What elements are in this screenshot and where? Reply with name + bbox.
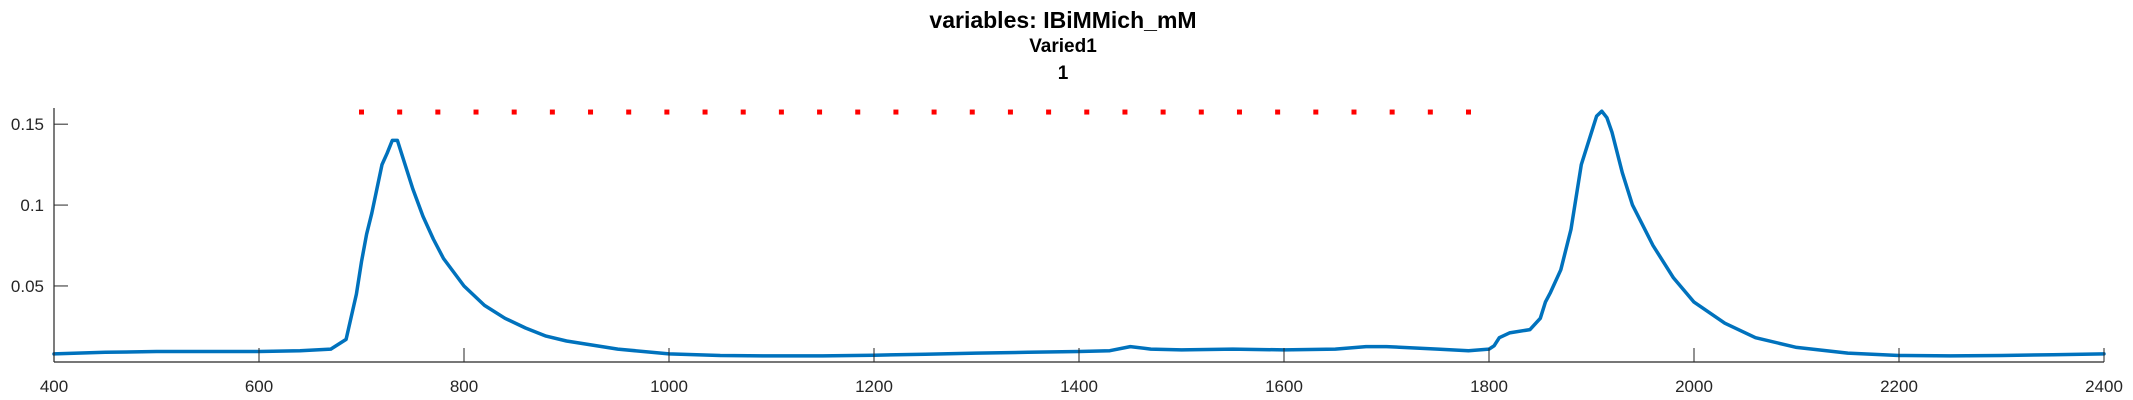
series-1-dot <box>931 109 937 115</box>
series-1-dot <box>1466 109 1471 115</box>
series-1-dot <box>893 109 899 115</box>
chart-title: variables: IBiMMich_mM <box>929 7 1196 33</box>
series-1-dot <box>1389 109 1395 115</box>
x-tick-label: 2000 <box>1675 377 1713 396</box>
y-tick-label: 0.05 <box>11 277 44 296</box>
x-tick-label: 1600 <box>1265 377 1303 396</box>
series-1-dot <box>1122 109 1128 115</box>
series-1-dot <box>1160 109 1166 115</box>
chart-subtitle: Varied1 <box>1029 36 1097 57</box>
series-1-dot <box>664 109 670 115</box>
series-0-line <box>52 109 2106 358</box>
series-1-dot <box>1046 109 1052 115</box>
series-1-dot <box>1084 109 1090 115</box>
x-tick-label: 1000 <box>650 377 688 396</box>
series-1-dot <box>817 109 823 115</box>
series-1-dot <box>626 109 632 115</box>
x-tick-label: 400 <box>40 377 68 396</box>
series-1-dot <box>473 109 479 115</box>
series-1-dot <box>1427 109 1433 115</box>
series-1-dot <box>1198 109 1204 115</box>
axes: 400 600 800 1000 1200 1400 1600 1800 2000 2200 240… <box>11 108 2123 396</box>
y-tick-label: 0.15 <box>11 115 44 134</box>
x-tick-label: 600 <box>245 377 273 396</box>
series-1-dot <box>1007 109 1013 115</box>
series-1-dot <box>702 109 708 115</box>
series-1-dot <box>969 109 975 115</box>
y-tick-label: 0.1 <box>20 196 44 215</box>
series-1-dot <box>1313 109 1319 115</box>
series-1-dot <box>435 109 441 115</box>
x-tick-label: 1400 <box>1060 377 1098 396</box>
chart-subtitle-2: 1 <box>1058 63 1069 84</box>
series-1-dot <box>1236 109 1242 115</box>
series-1-dot <box>778 109 784 115</box>
series-1-dot <box>397 109 403 115</box>
x-tick-label: 800 <box>450 377 478 396</box>
series-1-dot <box>549 109 555 115</box>
series-1-dot <box>359 109 364 115</box>
x-tick-label: 2200 <box>1880 377 1918 396</box>
series-1-dot <box>855 109 861 115</box>
x-tick-label: 2400 <box>2085 377 2123 396</box>
x-tick-label: 1200 <box>855 377 893 396</box>
series-1-dot <box>740 109 746 115</box>
x-tick-label: 1800 <box>1470 377 1508 396</box>
plot-area <box>52 109 2106 358</box>
series-1-dot <box>1351 109 1357 115</box>
series-1-dot <box>511 109 517 115</box>
series-1-dot <box>1275 109 1281 115</box>
series-1-dot <box>588 109 594 115</box>
